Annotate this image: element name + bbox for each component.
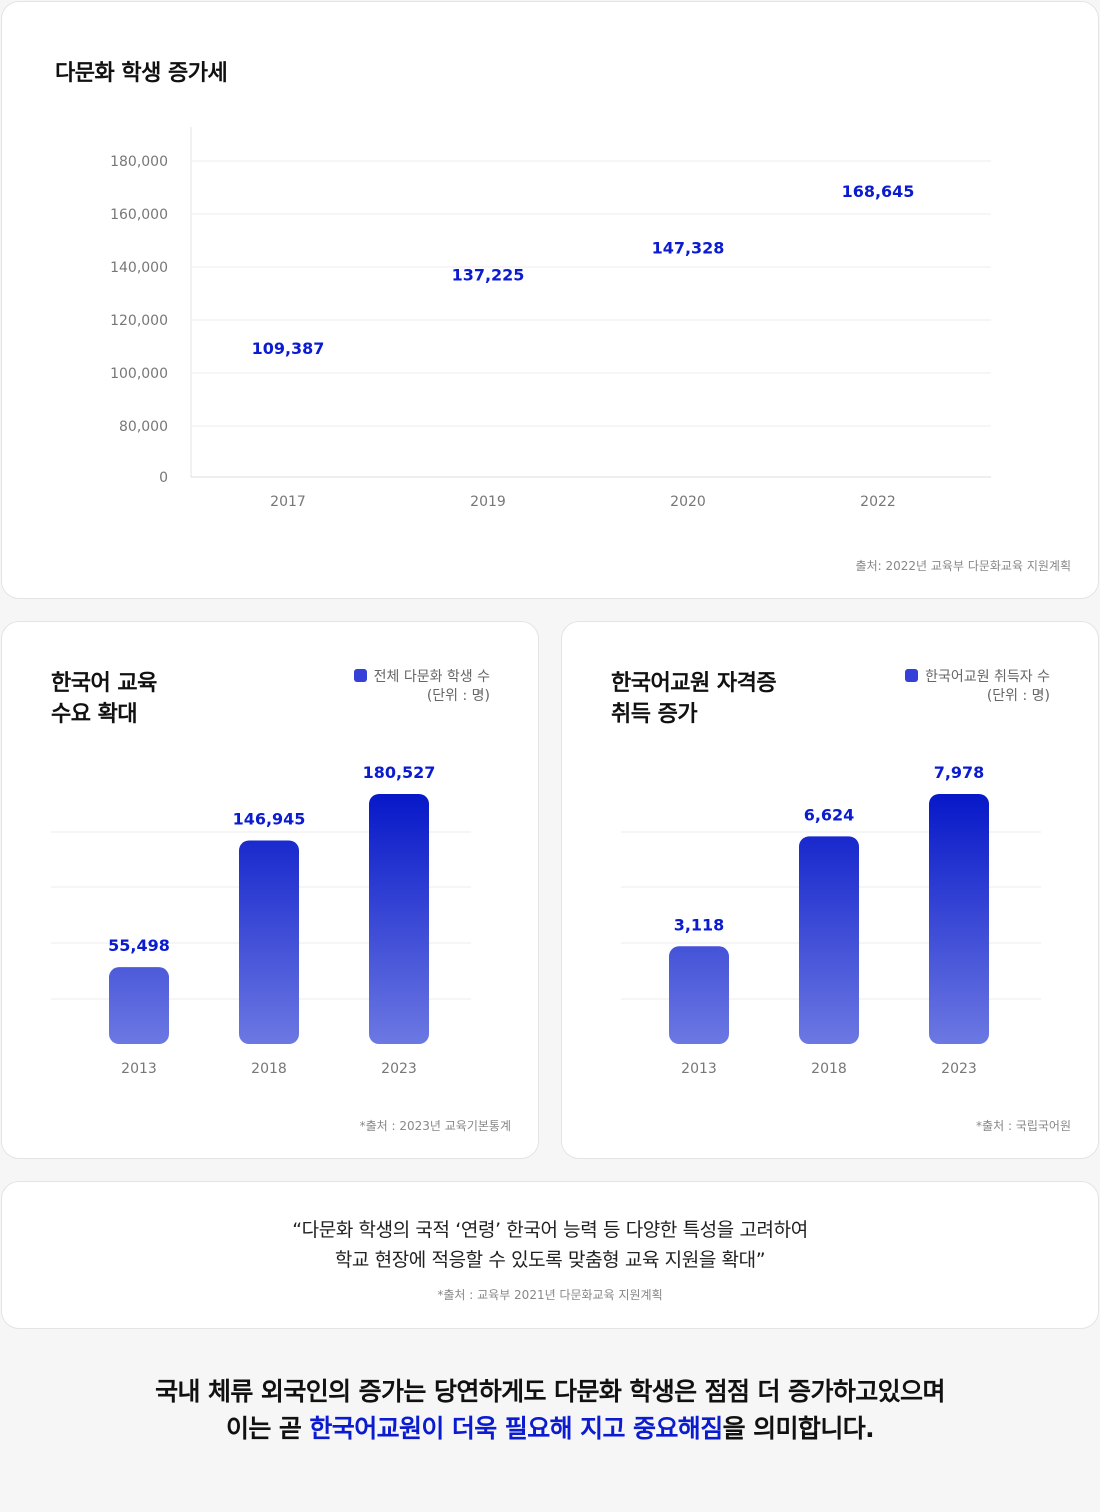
chart-source: 출처: 2022년 교육부 다문화교육 지원계획	[855, 559, 1071, 573]
quote-line: “다문화 학생의 국적 ‘연령’ 한국어 능력 등 다양한 특성을 고려하여	[292, 1219, 808, 1241]
x-tick-label: 2018	[251, 1061, 287, 1077]
summary-line: 이는 곧 한국어교원이 더욱 필요해 지고 중요해짐을 의미합니다.	[0, 1410, 1100, 1447]
y-tick-label: 160,000	[110, 207, 168, 223]
card-title-line: 취득 증가	[611, 702, 698, 727]
y-tick-label: 140,000	[110, 260, 168, 276]
summary-statement: 국내 체류 외국인의 증가는 당연하게도 다문화 학생은 점점 더 증가하고있으…	[0, 1373, 1100, 1447]
quote-line: 학교 현장에 적응할 수 있도록 맞춤형 교육 지원을 확대”	[334, 1249, 766, 1271]
legend-label: 한국어교원 취득자 수	[925, 669, 1050, 685]
data-label: 168,645	[842, 182, 915, 201]
unit-label: (단위 : 명)	[986, 688, 1050, 704]
bar	[799, 836, 859, 1044]
y-tick-label: 100,000	[110, 366, 168, 382]
legend-label: 전체 다문화 학생 수	[373, 669, 490, 685]
data-label: 146,945	[233, 810, 306, 829]
x-tick-label: 2023	[381, 1061, 417, 1077]
quote-card: “다문화 학생의 국적 ‘연령’ 한국어 능력 등 다양한 특성을 고려하여 학…	[1, 1181, 1099, 1329]
card-title-line: 수요 확대	[51, 702, 138, 727]
summary-line: 국내 체류 외국인의 증가는 당연하게도 다문화 학생은 점점 더 증가하고있으…	[155, 1377, 945, 1406]
y-tick-label: 120,000	[110, 313, 168, 329]
y-tick-label: 180,000	[110, 154, 168, 170]
quote-text: “다문화 학생의 국적 ‘연령’ 한국어 능력 등 다양한 특성을 고려하여 학…	[2, 1215, 1098, 1275]
legend-swatch	[353, 669, 367, 682]
data-label: 7,978	[934, 763, 985, 782]
growth-chart-card: 다문화 학생 증가세 0 80,000 100,000 120,000 140,000 1…	[1, 1, 1099, 599]
x-tick-label: 2013	[681, 1061, 717, 1077]
data-label: 137,225	[452, 265, 525, 284]
y-tick-label: 0	[159, 470, 168, 486]
chart-legend: 한국어교원 취득자 수 (단위 : 명)	[905, 668, 1050, 706]
data-label: 6,624	[804, 805, 855, 824]
data-label: 180,527	[363, 763, 436, 782]
x-tick-label: 2019	[470, 494, 506, 510]
demand-bar-chart: 55,498 2013 146,945 2018 180,527 2023	[51, 763, 471, 1077]
teacher-cert-card: 한국어교원 자격증 취득 증가 한국어교원 취득자 수 (단위 : 명) 3,1…	[561, 621, 1099, 1159]
card-title: 한국어 교육 수요 확대	[51, 668, 157, 730]
x-tick-label: 2022	[860, 494, 896, 510]
unit-label: (단위 : 명)	[426, 688, 490, 704]
y-tick-label: 80,000	[119, 419, 168, 435]
growth-chart: 0 80,000 100,000 120,000 140,000 160,000 180,0…	[110, 127, 991, 510]
x-tick-label: 2018	[811, 1061, 847, 1077]
quote-source: *출처 : 교육부 2021년 다문화교육 지원계획	[437, 1288, 663, 1302]
x-tick-label: 2013	[121, 1061, 157, 1077]
card-title: 한국어교원 자격증 취득 증가	[611, 668, 777, 730]
bar	[369, 794, 429, 1044]
data-label: 55,498	[108, 936, 170, 955]
chart-legend: 전체 다문화 학생 수 (단위 : 명)	[353, 668, 490, 706]
data-label: 3,118	[674, 915, 725, 934]
chart-source: *출처 : 2023년 교육기본통계	[359, 1119, 511, 1133]
summary-text: 이는 곧	[225, 1414, 310, 1443]
bar	[929, 794, 989, 1044]
korean-demand-card: 한국어 교육 수요 확대 전체 다문화 학생 수 (단위 : 명) 55,498…	[1, 621, 539, 1159]
summary-text: 을 의미합니다.	[722, 1414, 875, 1443]
summary-highlight: 한국어교원이 더욱 필요해 지고 중요해짐	[309, 1414, 723, 1443]
bar	[239, 840, 299, 1044]
card-title: 다문화 학생 증가세	[55, 61, 228, 86]
chart-source: *출처 : 국립국어원	[976, 1119, 1071, 1133]
card-title-line: 한국어교원 자격증	[611, 671, 777, 696]
x-tick-label: 2017	[270, 494, 306, 510]
card-title-line: 한국어 교육	[51, 671, 157, 696]
x-tick-label: 2023	[941, 1061, 977, 1077]
x-tick-label: 2020	[670, 494, 706, 510]
data-label: 147,328	[652, 239, 725, 258]
legend-swatch	[905, 669, 919, 682]
bar	[669, 946, 729, 1044]
cert-bar-chart: 3,118 2013 6,624 2018 7,978 2023	[621, 763, 1041, 1077]
data-label: 109,387	[252, 339, 325, 358]
bar	[109, 967, 169, 1044]
